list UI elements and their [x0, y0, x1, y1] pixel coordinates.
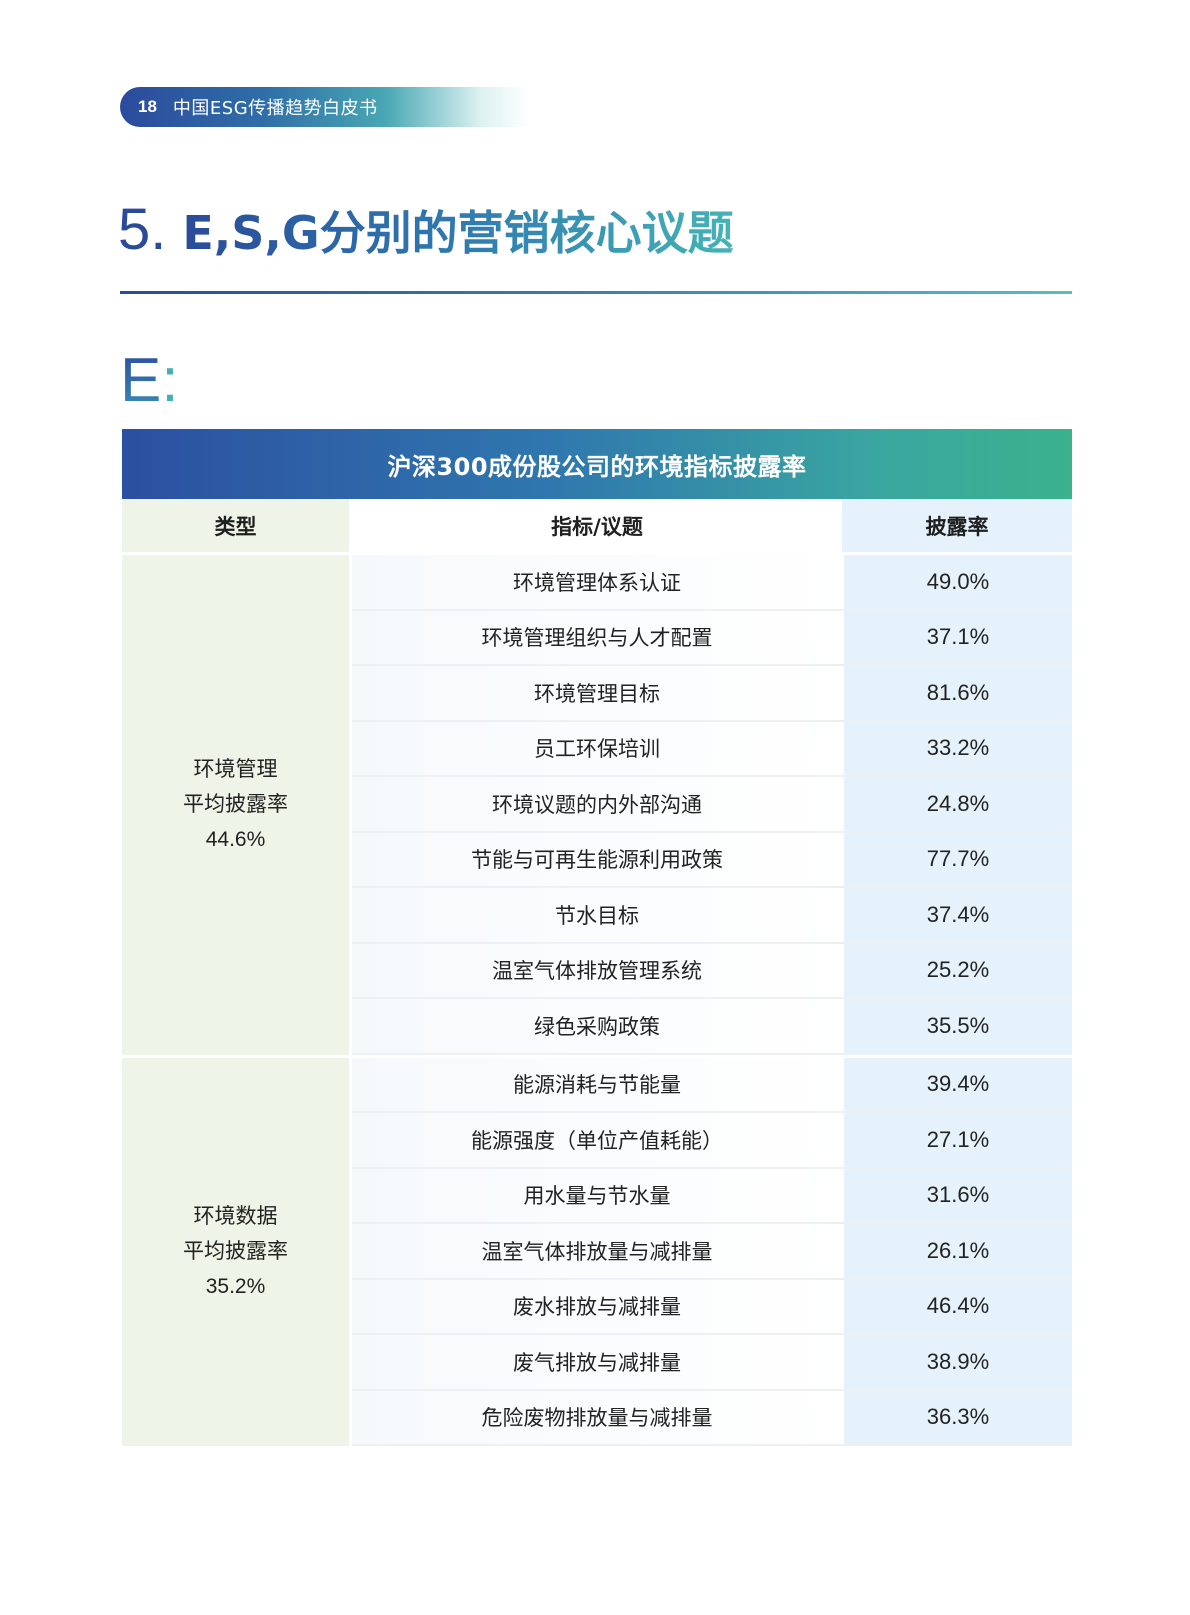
rate-cell: 31.6%: [842, 1168, 1072, 1222]
group-type-name: 环境管理: [193, 757, 278, 782]
group-type-label: 平均披露率: [183, 792, 288, 817]
header-indicator: 指标/议题: [352, 499, 842, 552]
table-row: 环境管理组织与人才配置 37.1%: [352, 610, 1072, 666]
title-divider: [120, 291, 1072, 294]
indicator-cell: 节能与可再生能源利用政策: [352, 832, 842, 886]
table-row: 温室气体排放量与减排量 26.1%: [352, 1224, 1072, 1280]
rate-cell: 37.1%: [842, 610, 1072, 664]
indicator-cell: 员工环保培训: [352, 721, 842, 775]
group-type-cell: 环境数据 平均披露率 35.2%: [122, 1057, 352, 1446]
indicator-cell: 能源消耗与节能量: [352, 1057, 842, 1111]
table-row: 废水排放与减排量 46.4%: [352, 1279, 1072, 1335]
indicator-cell: 能源强度（单位产值耗能）: [352, 1113, 842, 1167]
table-row: 能源强度（单位产值耗能） 27.1%: [352, 1113, 1072, 1169]
table-header-row: 类型 指标/议题 披露率: [122, 499, 1072, 555]
document-title: 中国ESG传播趋势白皮书: [172, 98, 378, 119]
table-row: 废气排放与减排量 38.9%: [352, 1335, 1072, 1391]
rate-cell: 37.4%: [842, 888, 1072, 942]
rate-cell: 77.7%: [842, 832, 1072, 886]
table-row: 危险废物排放量与减排量 36.3%: [352, 1390, 1072, 1446]
rate-cell: 26.1%: [842, 1224, 1072, 1278]
header-rate: 披露率: [842, 499, 1072, 552]
table-row: 能源消耗与节能量 39.4%: [352, 1057, 1072, 1113]
subsection-letter: E: [120, 346, 162, 415]
table-row: 温室气体排放管理系统 25.2%: [352, 943, 1072, 999]
table-row: 绿色采购政策 35.5%: [352, 999, 1072, 1055]
table-row: 环境管理体系认证 49.0%: [352, 555, 1072, 611]
disclosure-table: 沪深300成份股公司的环境指标披露率 类型 指标/议题 披露率 环境管理 平均披…: [122, 429, 1072, 1446]
rate-cell: 27.1%: [842, 1113, 1072, 1167]
rate-cell: 36.3%: [842, 1390, 1072, 1444]
subsection-colon: :: [161, 346, 179, 415]
indicator-cell: 环境管理目标: [352, 666, 842, 720]
group-type-name: 环境数据: [193, 1204, 278, 1229]
table-row: 用水量与节水量 31.6%: [352, 1168, 1072, 1224]
indicator-cell: 环境管理组织与人才配置: [352, 610, 842, 664]
rate-cell: 24.8%: [842, 777, 1072, 831]
rate-cell: 46.4%: [842, 1279, 1072, 1333]
subsection-heading: E:: [120, 350, 179, 412]
indicator-cell: 用水量与节水量: [352, 1168, 842, 1222]
rate-cell: 35.5%: [842, 999, 1072, 1053]
group-env-management: 环境管理 平均披露率 44.6% 环境管理体系认证 49.0% 环境管理组织与人…: [122, 555, 1072, 1055]
group-type-average: 35.2%: [205, 1275, 266, 1299]
indicator-cell: 环境议题的内外部沟通: [352, 777, 842, 831]
section-heading: 5. E,S,G分别的营销核心议题: [118, 196, 734, 263]
table-row: 员工环保培训 33.2%: [352, 721, 1072, 777]
indicator-cell: 温室气体排放量与减排量: [352, 1224, 842, 1278]
group-type-average: 44.6%: [205, 828, 266, 852]
section-title: E,S,G分别的营销核心议题: [182, 197, 733, 263]
group-separator: [122, 1054, 1072, 1058]
rate-cell: 49.0%: [842, 555, 1072, 609]
table-row: 环境管理目标 81.6%: [352, 666, 1072, 722]
header-type: 类型: [122, 499, 352, 552]
page-header: 18 中国ESG传播趋势白皮书: [120, 87, 530, 127]
table-row: 节水目标 37.4%: [352, 888, 1072, 944]
rate-cell: 39.4%: [842, 1057, 1072, 1111]
rate-cell: 81.6%: [842, 666, 1072, 720]
table-row: 环境议题的内外部沟通 24.8%: [352, 777, 1072, 833]
page-number: 18: [138, 97, 157, 116]
table-row: 节能与可再生能源利用政策 77.7%: [352, 832, 1072, 888]
indicator-cell: 环境管理体系认证: [352, 555, 842, 609]
indicator-cell: 废水排放与减排量: [352, 1279, 842, 1333]
indicator-cell: 绿色采购政策: [352, 999, 842, 1053]
indicator-cell: 温室气体排放管理系统: [352, 943, 842, 997]
group-type-cell: 环境管理 平均披露率 44.6%: [122, 555, 352, 1055]
group-env-data: 环境数据 平均披露率 35.2% 能源消耗与节能量 39.4% 能源强度（单位产…: [122, 1057, 1072, 1446]
indicator-cell: 节水目标: [352, 888, 842, 942]
rate-cell: 38.9%: [842, 1335, 1072, 1389]
indicator-cell: 废气排放与减排量: [352, 1335, 842, 1389]
section-number: 5.: [118, 197, 167, 262]
rate-cell: 33.2%: [842, 721, 1072, 775]
rate-cell: 25.2%: [842, 943, 1072, 997]
indicator-cell: 危险废物排放量与减排量: [352, 1390, 842, 1444]
table-title: 沪深300成份股公司的环境指标披露率: [122, 429, 1072, 499]
group-type-label: 平均披露率: [183, 1239, 288, 1264]
